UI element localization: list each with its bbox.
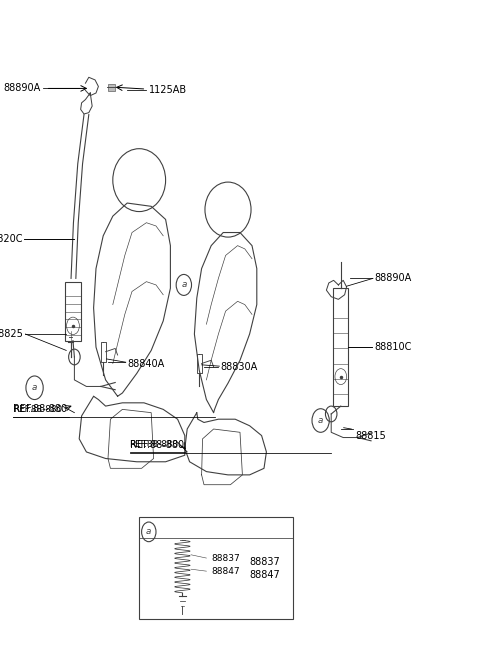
Text: REF.88-880: REF.88-880: [130, 440, 179, 449]
Text: 88837: 88837: [211, 553, 240, 563]
Text: 88837: 88837: [250, 557, 280, 567]
Text: REF.88-880: REF.88-880: [13, 405, 62, 414]
Bar: [108, 84, 115, 91]
Text: 88890A: 88890A: [3, 83, 41, 94]
Bar: [333, 288, 348, 406]
Text: 88820C: 88820C: [0, 234, 23, 244]
Text: REF.88-880: REF.88-880: [130, 440, 184, 451]
Text: REF.88-880: REF.88-880: [13, 404, 68, 415]
Text: a: a: [318, 416, 324, 425]
Text: 88830A: 88830A: [221, 362, 258, 372]
Text: 1125AB: 1125AB: [149, 85, 187, 96]
Text: 88810C: 88810C: [374, 342, 412, 352]
Text: 88847: 88847: [250, 570, 280, 580]
Bar: [64, 282, 81, 341]
Text: 88825: 88825: [0, 329, 23, 339]
Bar: [139, 517, 293, 619]
Text: 88840A: 88840A: [127, 358, 165, 369]
Text: 88890A: 88890A: [374, 273, 412, 284]
Text: 88847: 88847: [211, 567, 240, 576]
Text: a: a: [146, 527, 152, 536]
Text: a: a: [32, 383, 37, 392]
Text: a: a: [181, 280, 187, 290]
Text: 88815: 88815: [355, 430, 386, 441]
